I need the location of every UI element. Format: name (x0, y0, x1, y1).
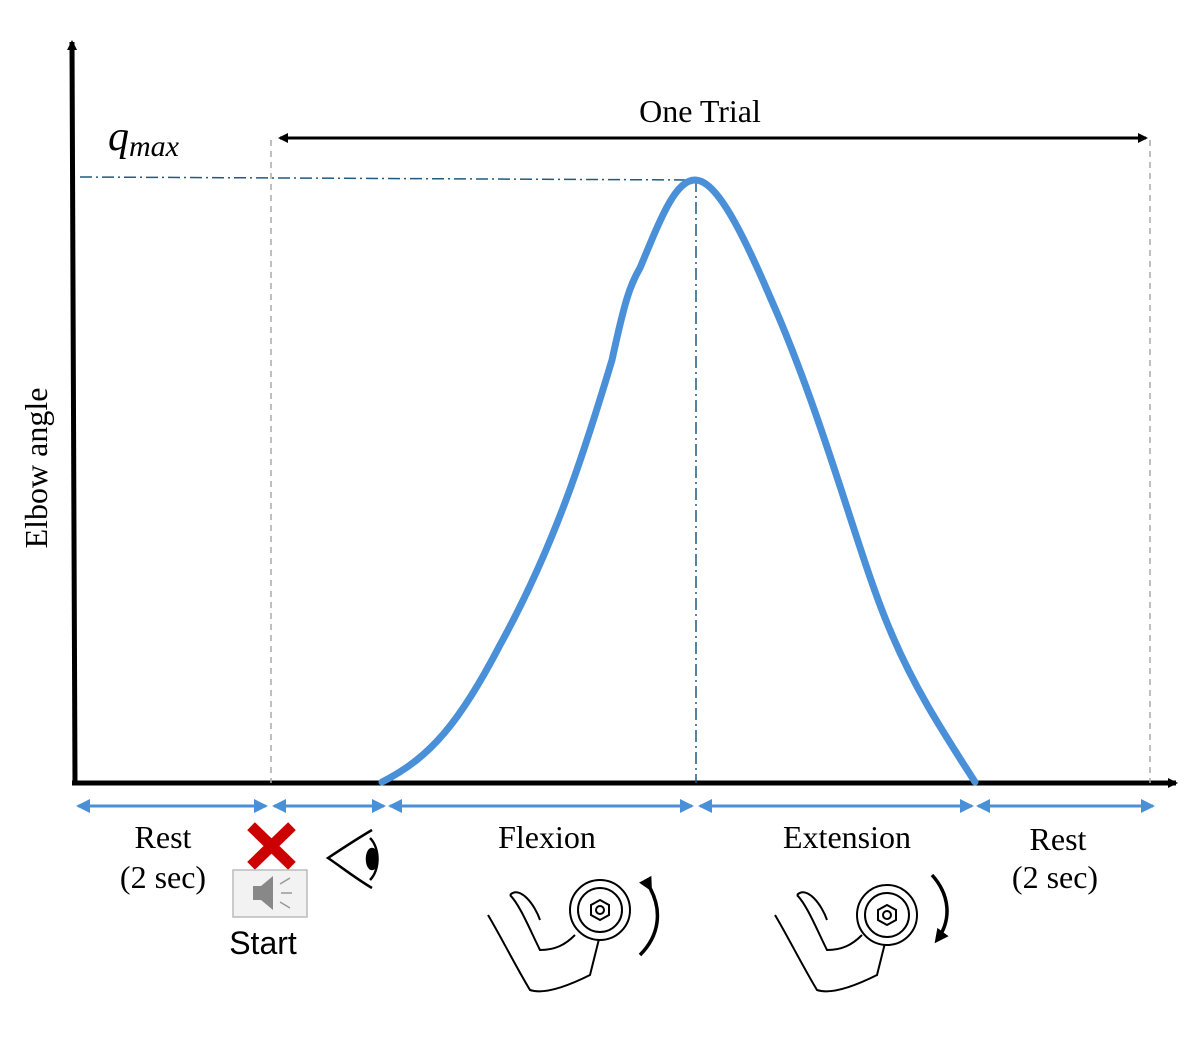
phase-label: Flexion (498, 819, 596, 855)
y-axis-label: Elbow angle (18, 388, 54, 549)
phase-label: Rest (135, 819, 192, 855)
peak-label: qmax (108, 114, 180, 163)
cross-icon (247, 822, 296, 870)
extension-arm-icon (774, 873, 949, 993)
speaker-icon (232, 869, 308, 918)
phase-sublabel: (2 sec) (120, 859, 206, 895)
phase-label: Extension (783, 819, 911, 855)
peak-subscript: max (129, 130, 180, 163)
trial-label: One Trial (639, 93, 761, 129)
peak-symbol: q (108, 114, 129, 160)
elbow-angle-curve (378, 176, 979, 786)
eye-icon (325, 828, 379, 890)
flexion-arm-icon (487, 875, 660, 993)
y-axis (67, 40, 78, 784)
phase-label: Start (229, 925, 297, 961)
peak-guide (79, 176, 694, 181)
phase-sublabel: (2 sec) (1012, 859, 1098, 895)
phase-label: Rest (1030, 821, 1087, 857)
